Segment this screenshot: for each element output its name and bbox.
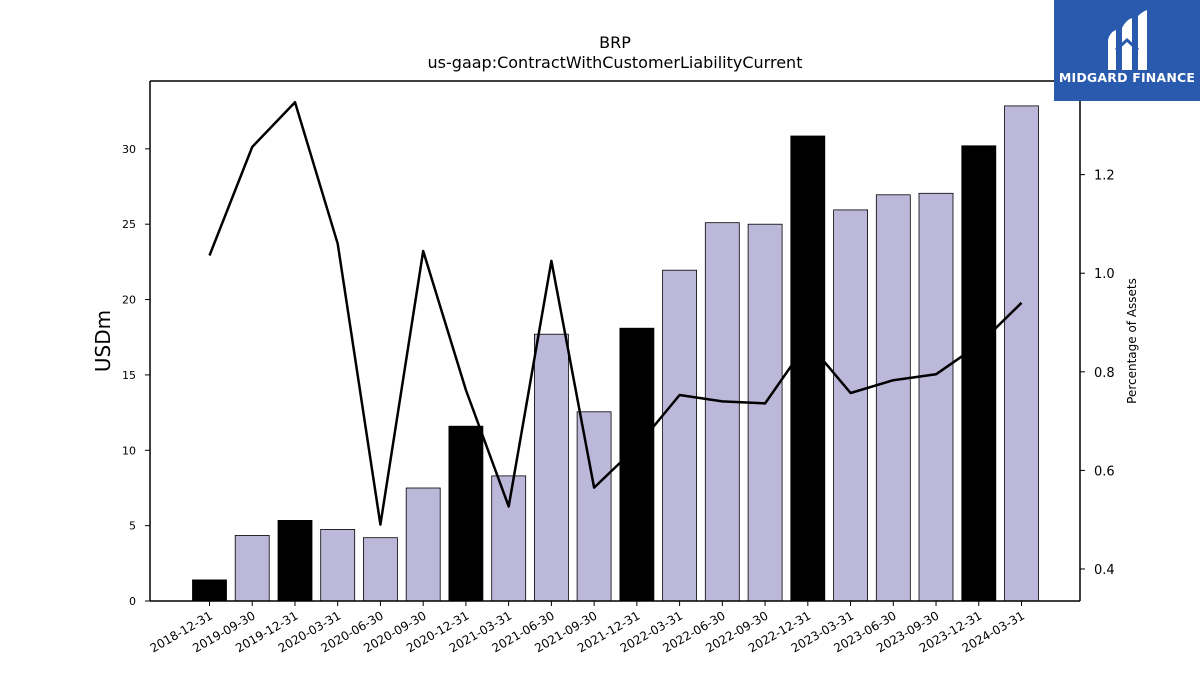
bar-2021-12-31 [619, 327, 655, 602]
y-axis-label: USDm [91, 310, 115, 372]
y-tick-label: 10 [122, 444, 136, 457]
chart-subtitle: us-gaap:ContractWithCustomerLiabilityCur… [428, 53, 803, 72]
chart-title: BRP [599, 33, 631, 52]
bar-2023-12-31 [961, 145, 997, 602]
bar-2022-12-31 [790, 135, 826, 602]
bar-2019-09-30 [234, 535, 270, 602]
bar-2019-12-31 [277, 520, 313, 602]
midgard-finance-logo: MIDGARD FINANCE [1054, 0, 1200, 101]
y-tick-label: 30 [122, 143, 136, 156]
y-tick-label: 15 [122, 369, 136, 382]
bar-2018-12-31 [192, 579, 227, 602]
y2-tick-label: 0.4 [1094, 563, 1115, 578]
bar-2020-06-30 [362, 537, 398, 602]
bar-2022-09-30 [747, 223, 783, 602]
percentage-line [208, 100, 1023, 526]
bars-group [192, 105, 1039, 602]
bar-2024-03-31 [1004, 105, 1039, 602]
y2-tick-label: 1.0 [1094, 267, 1115, 282]
bar-2020-12-31 [448, 425, 484, 602]
bar-2021-06-30 [534, 333, 569, 602]
y2-tick-label: 0.8 [1094, 366, 1115, 381]
line-group [208, 100, 1023, 526]
bar-2023-06-30 [875, 194, 911, 602]
bar-2022-03-31 [662, 269, 697, 602]
y2-tick-label: 0.6 [1094, 464, 1115, 479]
bar-2021-03-31 [491, 475, 527, 602]
bar-2020-03-31 [320, 529, 356, 602]
bar-2022-06-30 [704, 222, 740, 602]
y-tick-label: 25 [122, 218, 136, 231]
midgard-m-icon [1108, 10, 1147, 70]
y-tick-label: 5 [129, 520, 136, 533]
bar-2021-09-30 [576, 411, 612, 602]
bar-2020-09-30 [405, 487, 441, 602]
bar-2023-03-31 [833, 209, 868, 602]
y-tick-label: 20 [122, 294, 136, 307]
y2-tick-label: 1.2 [1094, 169, 1115, 184]
y-tick-label: 0 [129, 595, 136, 608]
logo-text: MIDGARD FINANCE [1058, 70, 1196, 85]
y2-axis-label: Percentage of Assets [1125, 278, 1139, 404]
bar-2023-09-30 [918, 192, 954, 602]
